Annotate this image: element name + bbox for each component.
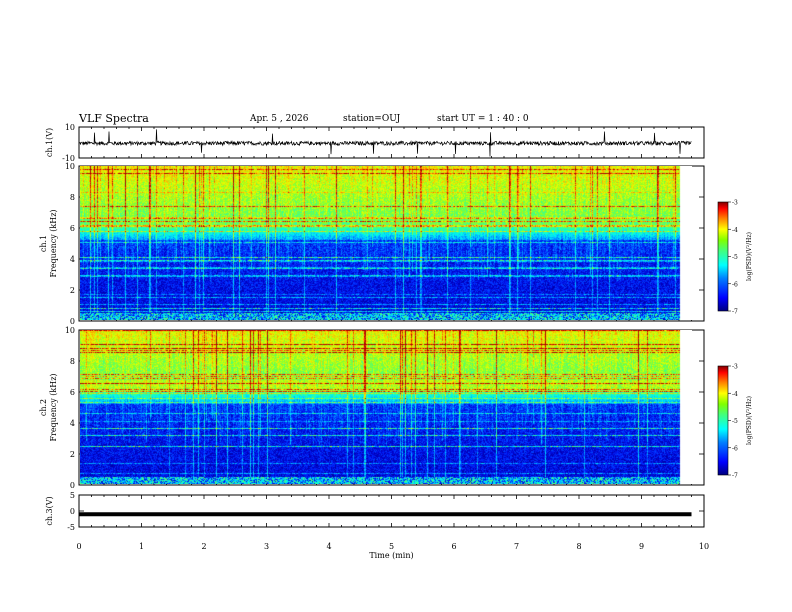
ch2-colorbar-tick-label: -7 [732,473,738,480]
ch1-wave-ylabel: ch.1(V) [45,128,54,157]
ch1-spectrogram-image [80,166,692,320]
x-tick-label: 7 [514,542,519,551]
ch3-wave-ylabel: ch.3(V) [45,496,54,525]
ch1-wave-y-tick-label: -10 [62,154,75,163]
ch1-wave-y-tick-label: 10 [65,123,75,132]
ch1-colorbar-tick-label: -7 [732,309,738,316]
date-label: Apr. 5 , 2026 [250,114,309,124]
ch2-spec-ylabel: Frequency (kHz) [49,373,58,441]
ch1-colorbar-tick-label: -6 [732,281,738,288]
ch1-spec-y-tick-label: 8 [70,193,75,202]
ch1-spec-y-tick-label: 4 [70,255,75,264]
station-label: station=OUJ [343,114,401,124]
ch2-spec-y-tick-label: 2 [70,450,75,459]
ch2-colorbar-tick-label: -5 [732,418,738,425]
x-tick-label: 2 [201,542,206,551]
ch1-colorbar-tick-label: -4 [732,227,738,234]
ch1-spec-y-tick-label: 2 [70,286,75,295]
x-tick-label: 5 [389,542,394,551]
ch1-spec-y-tick-label: 6 [70,224,75,233]
ch2-colorbar-tick-label: -4 [732,391,738,398]
ch3-wave-y-tick-label: 0 [70,507,75,516]
ch2-spec-y-tick-label: 10 [65,326,75,335]
ch2-spec-y-tick-label: 4 [70,419,75,428]
x-tick-label: 3 [264,542,269,551]
panel-frame-4 [78,494,705,528]
ch1-spec-channel-label: ch.1 [39,235,48,252]
x-tick-label: 4 [326,542,331,551]
x-tick-label: 0 [76,542,81,551]
x-tick-label: 1 [139,542,144,551]
x-tick-label: 8 [576,542,581,551]
ch2-spectrogram-image [80,330,692,484]
ch1-spec-y-tick-label: 0 [70,317,75,326]
ch3-wave-y-tick-label: -5 [67,523,75,532]
x-axis-label: Time (min) [369,551,413,560]
ch2-spec-y-tick-label: 8 [70,357,75,366]
x-tick-label: 10 [699,542,709,551]
start-time-label: start UT = 1 : 40 : 0 [437,114,529,124]
x-tick-label: 9 [639,542,644,551]
ch2-colorbar-tick-label: -6 [732,445,738,452]
ch1-colorbar-tick-label: -5 [732,254,738,261]
ch1-colorbar-label: log(PSD)(V²/Hz) [746,232,753,281]
ch2-colorbar-tick-label: -3 [732,364,738,371]
ch1-colorbar-tick-label: -3 [732,200,738,207]
ch2-spec-y-tick-label: 0 [70,481,75,490]
ch1-colorbar [717,201,729,312]
ch3-wave-y-tick-label: 5 [70,491,75,500]
ch1-waveform-line [78,129,692,157]
ch1-spec-y-tick-label: 10 [65,162,75,171]
ch1-spec-ylabel: Frequency (kHz) [49,209,58,277]
figure-title: VLF Spectra [79,112,149,125]
ch2-spec-channel-label: ch.2 [39,399,48,416]
x-tick-label: 6 [451,542,456,551]
ch2-colorbar [717,365,729,476]
ch2-spec-y-tick-label: 6 [70,388,75,397]
ch2-colorbar-label: log(PSD)(V²/Hz) [746,396,753,445]
